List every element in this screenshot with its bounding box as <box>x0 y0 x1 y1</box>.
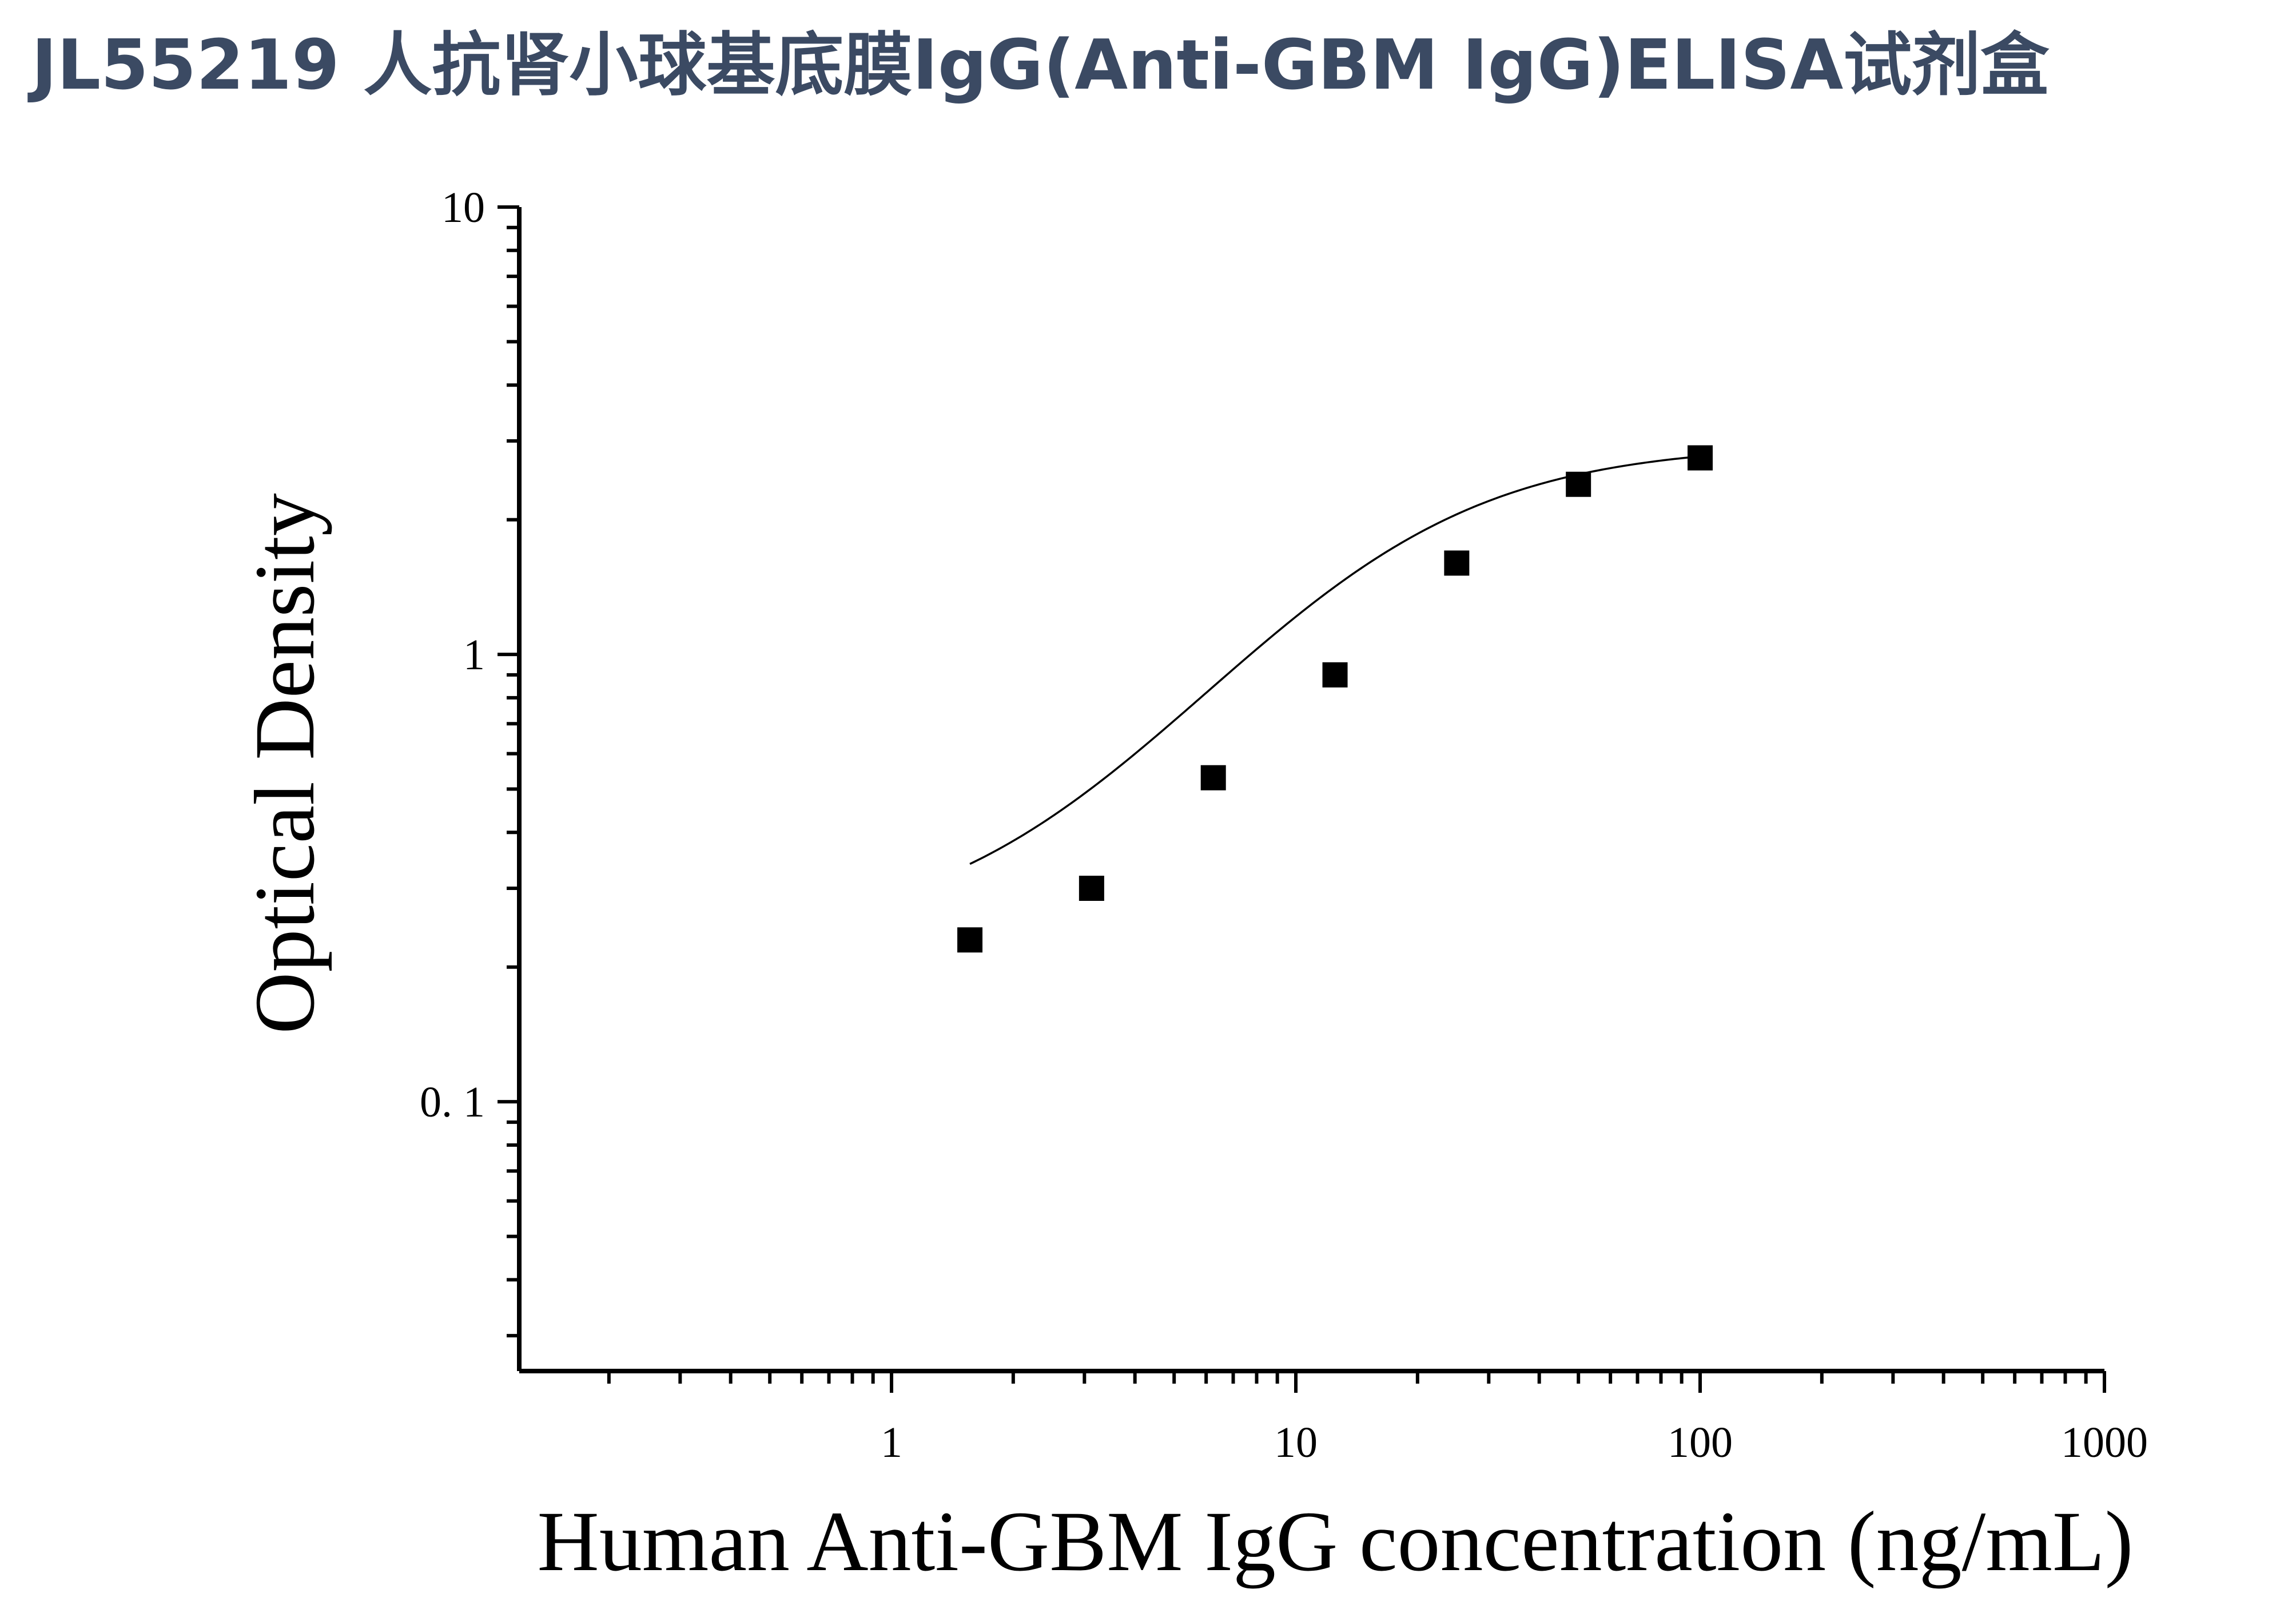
fit-curve-group <box>969 455 1701 865</box>
data-point <box>957 927 983 953</box>
x-tick-label: 100 <box>1668 1419 1733 1467</box>
y-tick-label: 10 <box>441 184 485 232</box>
x-tick-label: 1000 <box>2061 1419 2148 1467</box>
page-title: JL55219 人抗肾小球基底膜IgG(Anti-GBM IgG)ELISA试剂… <box>31 26 2050 105</box>
data-point <box>1566 471 1591 497</box>
chart-axes <box>517 207 2104 1373</box>
y-tick-label: 0. 1 <box>420 1078 485 1126</box>
x-axis-title: Human Anti-GBM IgG concentration (ng/mL) <box>537 1494 2133 1589</box>
y-tick-label: 1 <box>463 631 485 679</box>
data-point <box>1079 876 1104 901</box>
y-axis-title: Optical Density <box>237 493 332 1034</box>
x-tick-label: 10 <box>1274 1419 1318 1467</box>
data-point <box>1444 550 1470 576</box>
y-axis-ticks: 0. 1 1 10 <box>420 184 519 1338</box>
data-point <box>1688 445 1713 471</box>
x-tick-label: 1 <box>881 1419 902 1467</box>
data-point <box>1322 662 1348 688</box>
data-point <box>1200 765 1226 790</box>
fit-curve <box>969 455 1701 865</box>
data-points <box>957 445 1713 953</box>
x-axis-ticks: 1 10 100 1000 <box>607 1371 2148 1467</box>
